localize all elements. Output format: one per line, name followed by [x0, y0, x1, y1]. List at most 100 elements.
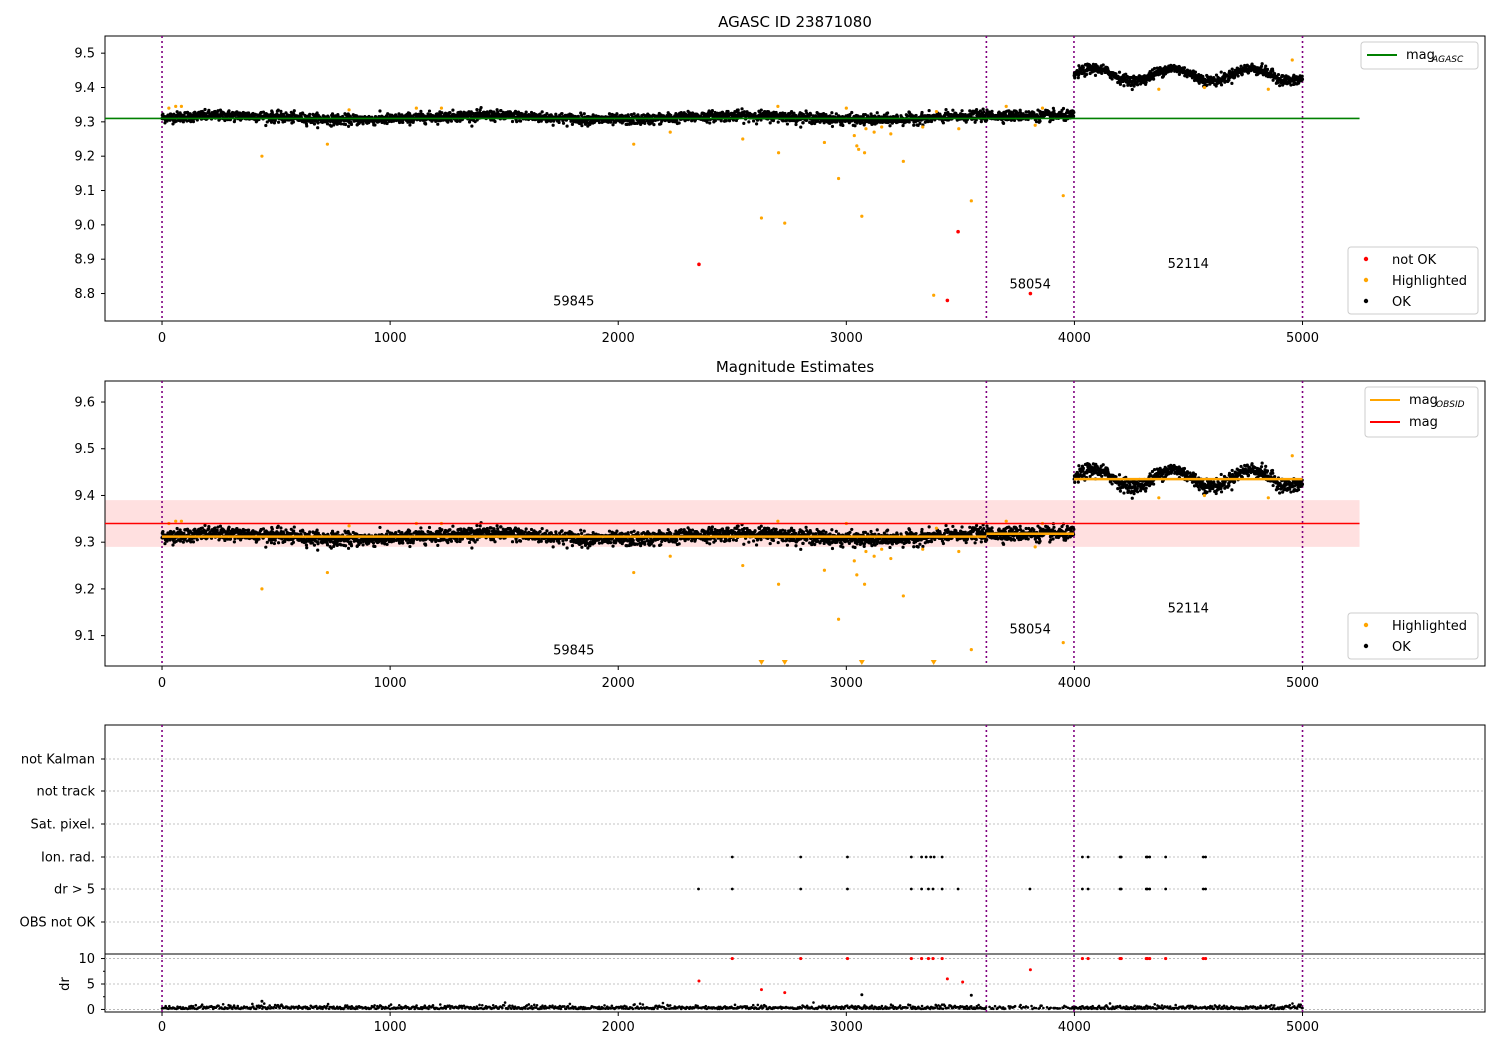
ok-point: [1300, 77, 1305, 81]
ok-point: [273, 538, 277, 542]
ok-point: [408, 544, 412, 549]
ok-point: [427, 109, 432, 113]
ok-point: [257, 537, 261, 541]
ok-point: [349, 544, 354, 548]
ok-point: [436, 122, 440, 126]
ok-point: [165, 119, 169, 123]
ok-point: [1130, 87, 1134, 92]
ok-point: [373, 123, 377, 127]
legend-label: OK: [1392, 295, 1411, 310]
ok-point: [675, 118, 679, 123]
highlighted-point: [880, 125, 884, 129]
ok-point: [367, 114, 371, 119]
y-tick-label: 8.8: [74, 287, 95, 302]
highlighted-point: [1061, 194, 1065, 198]
ok-point: [1061, 106, 1066, 111]
highlighted-point: [167, 106, 171, 110]
legend-label: not OK: [1392, 253, 1437, 268]
ok-point: [316, 542, 320, 546]
ok-point: [888, 124, 892, 128]
ok-point: [710, 109, 714, 113]
ok-point: [920, 110, 924, 115]
highlighted-point: [921, 125, 925, 129]
ok-point: [336, 530, 340, 534]
ok-point: [163, 541, 167, 546]
ok-point: [419, 109, 423, 113]
highlighted-point: [776, 104, 780, 108]
highlighted-point: [860, 214, 864, 218]
panel2-title: Magnitude Estimates: [716, 358, 874, 376]
obs-label: 52114: [1168, 257, 1209, 272]
highlighted-point: [852, 133, 856, 138]
legend-marker: [1363, 298, 1369, 304]
highlighted-point: [1202, 85, 1207, 90]
ok-point: [272, 541, 277, 546]
ok-point: [785, 122, 790, 126]
ok-point: [272, 121, 277, 125]
ok-point: [1034, 120, 1039, 124]
ok-point: [292, 109, 296, 113]
ok-point: [524, 110, 528, 114]
highlighted-point: [414, 106, 418, 110]
ok-point: [232, 540, 236, 544]
ok-point: [446, 541, 450, 545]
highlighted-point: [179, 104, 184, 108]
ok-point: [580, 113, 584, 118]
ok-point: [1276, 73, 1281, 77]
ok-point: [195, 538, 199, 542]
highlighted-point: [174, 104, 178, 108]
ok-point: [1081, 65, 1085, 70]
ok-point: [276, 120, 281, 124]
ok-point: [408, 529, 412, 533]
ok-point: [316, 121, 320, 125]
ok-point: [207, 108, 211, 112]
ok-point: [841, 123, 845, 128]
ok-point: [560, 111, 564, 116]
ok-point: [1001, 121, 1006, 126]
ok-point: [269, 541, 274, 545]
ok-point: [448, 528, 452, 532]
ok-point: [325, 543, 330, 547]
highlighted-point: [759, 216, 764, 220]
ok-point: [830, 111, 834, 115]
ok-point: [1136, 83, 1140, 87]
highlighted-point: [957, 127, 961, 131]
legend-marker: [1363, 256, 1369, 262]
y-tick-label: 8.9: [74, 253, 95, 268]
highlighted-point: [934, 109, 939, 114]
obs-label: 59845: [553, 295, 594, 310]
ok-point: [227, 109, 231, 113]
ok-point: [912, 123, 916, 127]
ok-point: [308, 112, 312, 116]
ok-point: [982, 110, 986, 114]
ok-point: [455, 119, 459, 124]
ok-point: [276, 108, 280, 112]
ok-point: [886, 111, 890, 115]
ok-point: [161, 530, 165, 534]
ok-point: [361, 543, 365, 547]
ok-point: [440, 528, 444, 532]
ok-point: [378, 525, 382, 530]
highlighted-point: [1290, 58, 1294, 62]
ok-point: [312, 122, 317, 126]
ok-point: [451, 524, 455, 528]
agasc-panel: AGASC ID 23871080 0 1000 2000 3000 4000 50008…: [74, 13, 1486, 346]
ok-point: [960, 109, 964, 113]
ok-point: [1101, 63, 1105, 67]
ok-point: [171, 543, 175, 547]
ok-point: [1236, 74, 1240, 78]
ok-point: [276, 524, 280, 528]
ok-point: [557, 120, 561, 125]
ok-point: [759, 108, 763, 112]
x-tick-label: 0: [158, 676, 166, 691]
ok-point: [1052, 109, 1056, 113]
ok-point: [325, 122, 330, 126]
highlighted-point: [862, 151, 867, 155]
highlighted-point: [836, 176, 841, 181]
magnitude-estimates-panel: Magnitude Estimates 0 1000 2000 3000 4000 500…: [74, 358, 1486, 691]
highlighted-point: [325, 142, 329, 146]
ok-point: [1117, 70, 1122, 74]
ok-point: [470, 124, 474, 128]
ok-point: [292, 525, 296, 529]
ok-point: [479, 105, 483, 110]
